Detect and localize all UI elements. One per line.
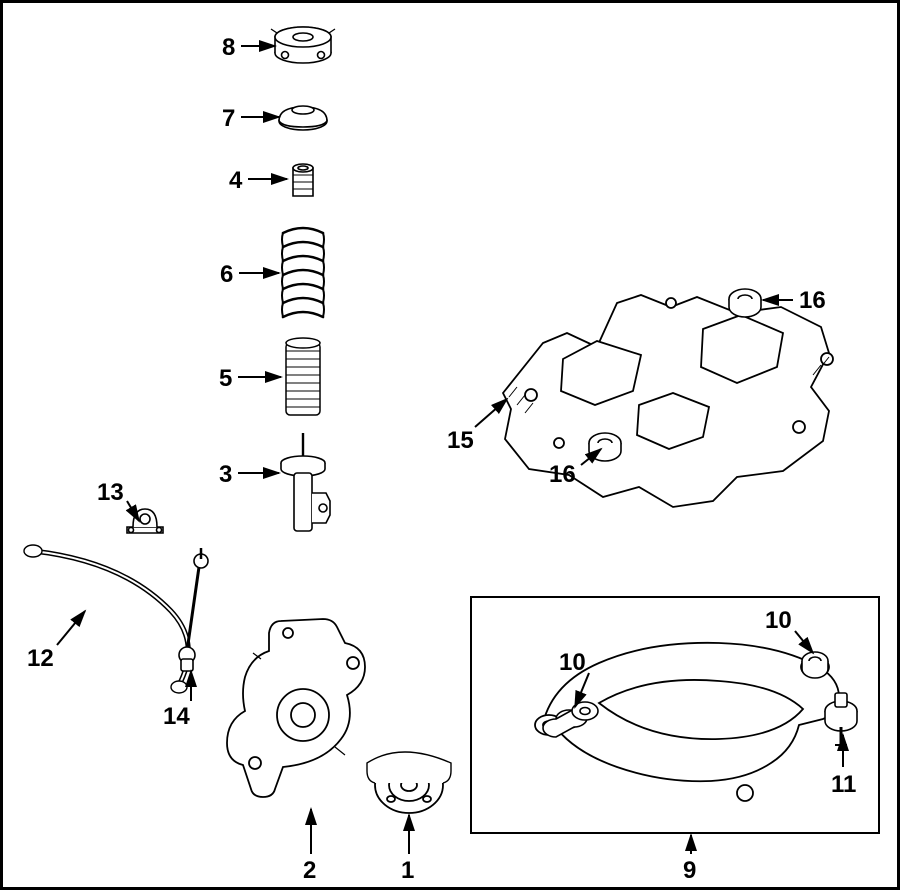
callout-10a: 10	[559, 651, 586, 675]
part-7-spring-seat	[279, 106, 327, 130]
part-5-strut-boot	[286, 338, 320, 415]
part-13-swaybar-bracket	[127, 509, 163, 533]
part-2-knuckle	[227, 619, 365, 797]
callout-3: 3	[219, 463, 232, 487]
part-12-sway-bar	[33, 551, 188, 685]
part-10-bushing-rear	[802, 652, 828, 678]
part-3-strut	[281, 433, 330, 531]
callout-4: 4	[229, 169, 242, 193]
callout-7: 7	[222, 107, 235, 131]
callout-11: 11	[831, 773, 856, 797]
callout-12: 12	[27, 647, 54, 671]
part-8-strut-mount	[271, 27, 335, 63]
part-16-bushing-a	[589, 433, 621, 461]
callout-5: 5	[219, 367, 232, 391]
part-6-coil-spring	[282, 228, 324, 317]
callout-10b: 10	[765, 609, 792, 633]
callout-16b: 16	[799, 289, 826, 313]
part-14-swaybar-link	[179, 548, 208, 671]
part-1-wheel-hub	[367, 752, 451, 813]
callout-16a: 16	[549, 463, 576, 487]
callout-15: 15	[447, 429, 474, 453]
callout-6: 6	[220, 263, 233, 287]
parts-diagram: 1 2 3 4 5 6 7 8 9 10 10 11 12 13 14 15 1…	[0, 0, 900, 890]
part-4-bump-stop	[293, 164, 313, 196]
callout-13: 13	[97, 481, 124, 505]
part-16-bushing-b	[729, 289, 761, 317]
callout-1: 1	[401, 859, 414, 883]
callout-14: 14	[163, 705, 190, 729]
callout-2: 2	[303, 859, 316, 883]
callout-9: 9	[683, 859, 696, 883]
callout-8: 8	[222, 36, 235, 60]
